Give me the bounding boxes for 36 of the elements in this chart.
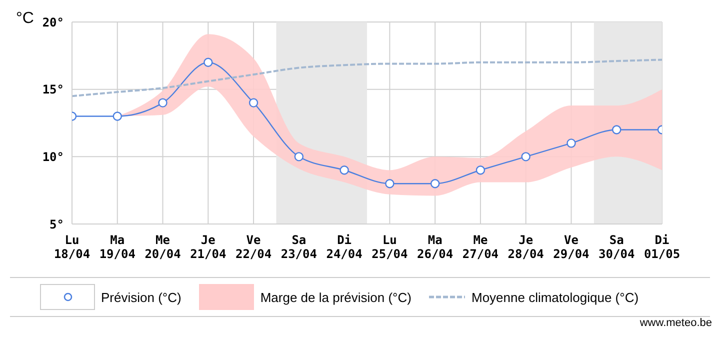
point (521, 152, 530, 162)
x-tick-label: Je 28/04 (508, 233, 544, 261)
y-tick-label: 15° (42, 82, 64, 97)
x-tick-label: Je 21/04 (190, 233, 226, 261)
point (385, 179, 394, 188)
y-axis-title: °C (16, 10, 34, 28)
point (476, 166, 486, 175)
point (430, 179, 440, 188)
point (612, 125, 622, 134)
line-series (72, 58, 662, 98)
point (248, 98, 258, 108)
point (294, 152, 304, 162)
x-tick-label: Me 20/04 (144, 233, 181, 261)
x-tick-label: Ve 29/04 (553, 233, 590, 261)
point (204, 58, 213, 67)
y-tick-label: 10° (42, 150, 64, 164)
x-tick-label: Ma 19/04 (99, 233, 136, 261)
point (112, 112, 122, 121)
x-tick-label: Lu 25/04 (372, 233, 408, 261)
x-tick-label: Ve 22/04 (235, 233, 272, 261)
text: www.meteo.be (640, 317, 712, 329)
x-tick-label: Di 24/04 (326, 233, 362, 261)
point (340, 166, 349, 175)
x-tick-label: Sa 30/04 (598, 233, 635, 261)
legend-label: Moyenne climatologique (°C) (471, 290, 639, 304)
point (158, 98, 168, 108)
point (566, 138, 576, 148)
x-tick-label: Me 27/04 (462, 233, 499, 261)
legend-label: Prévision (°C) (101, 290, 182, 304)
x-tick-label: Di 01/05 (644, 233, 680, 261)
x-tick-label: Lu 18/04 (54, 233, 90, 261)
y-tick-label: 5° (50, 217, 64, 232)
x-tick-label: Sa 23/04 (280, 233, 317, 261)
x-tick-label: Ma 26/04 (417, 233, 454, 261)
legend-label: Marge de la prévision (°C) (260, 290, 412, 304)
y-tick-label: 20° (42, 15, 64, 30)
